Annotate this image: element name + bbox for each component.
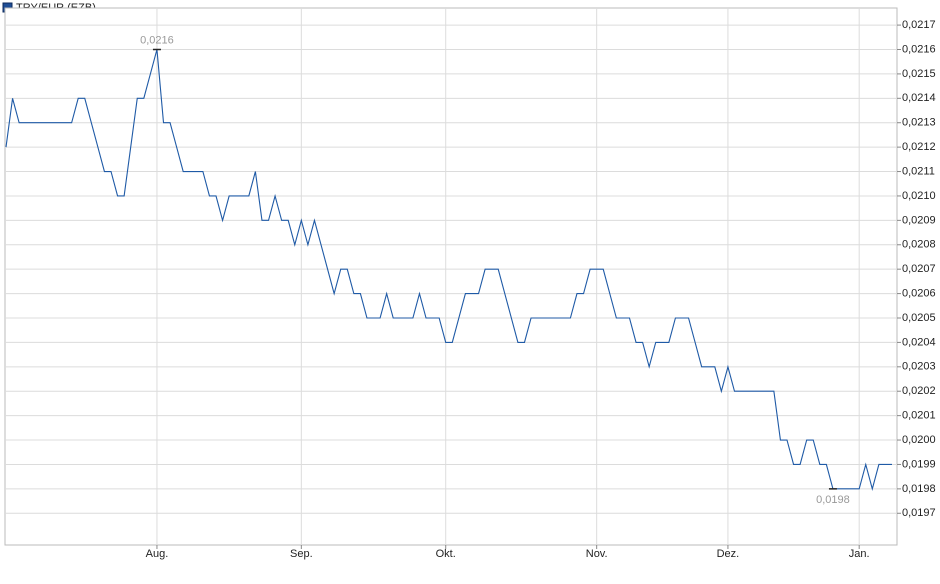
y-tick-label: 0,0207	[902, 263, 936, 275]
y-tick-label: 0,0205	[902, 312, 936, 324]
x-tick-label: Sep.	[290, 548, 313, 560]
x-tick-label: Okt.	[436, 548, 456, 560]
y-tick-label: 0,0204	[902, 336, 936, 348]
y-tick-label: 0,0216	[902, 43, 936, 55]
y-tick-label: 0,0206	[902, 287, 936, 299]
y-tick-label: 0,0209	[902, 214, 936, 226]
value-label: 0,0198	[816, 494, 850, 506]
y-tick-label: 0,0217	[902, 19, 936, 31]
y-tick-label: 0,0202	[902, 385, 936, 397]
price-line	[5, 49, 892, 491]
y-tick-label: 0,0213	[902, 117, 936, 129]
y-tick-label: 0,0200	[902, 434, 936, 446]
y-tick-label: 0,0201	[902, 410, 936, 422]
y-tick-label: 0,0212	[902, 141, 936, 153]
y-tick-label: 0,0210	[902, 190, 936, 202]
y-tick-label: 0,0203	[902, 361, 936, 373]
x-tick-label: Nov.	[586, 548, 608, 560]
x-tick-label: Dez.	[717, 548, 740, 560]
y-tick-label: 0,0198	[902, 483, 936, 495]
value-label: 0,0216	[140, 34, 174, 46]
x-tick-label: Aug.	[146, 548, 169, 560]
y-tick-label: 0,0208	[902, 239, 936, 251]
y-tick-label: 0,0197	[902, 507, 936, 519]
y-tick-label: 0,0211	[902, 165, 935, 177]
x-tick-label: Jan.	[849, 548, 870, 560]
y-tick-label: 0,0214	[902, 92, 936, 104]
y-tick-label: 0,0199	[902, 458, 936, 470]
y-tick-label: 0,0215	[902, 68, 936, 80]
plot-area	[4, 7, 898, 546]
